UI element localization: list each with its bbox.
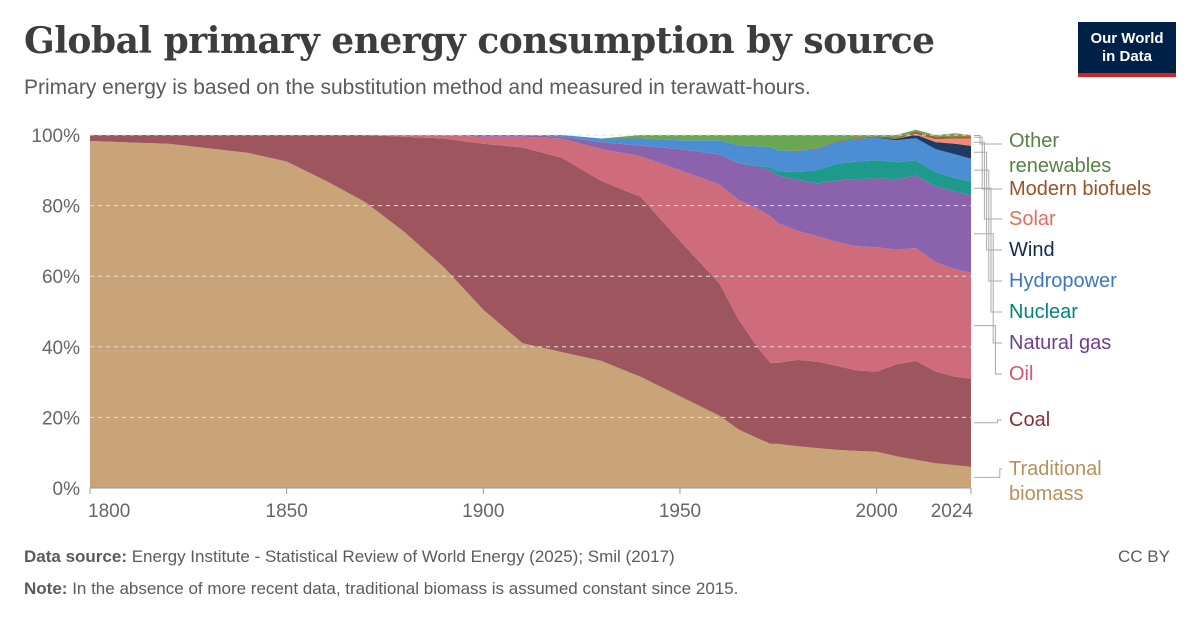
license-badge[interactable]: CC BY [1118, 547, 1170, 566]
legend-label-traditional-biomass[interactable]: Traditional biomass [1009, 458, 1102, 505]
legend-connector-modern-biofuels [974, 136, 1002, 190]
legend-group: Traditional biomass Coal Oil Natural gas Nucl… [974, 130, 1151, 505]
area-traditional-biomass[interactable] [90, 141, 971, 488]
legend-connector-coal [974, 419, 1002, 424]
y-tick-label: 100% [31, 126, 80, 147]
logo-line-2: in Data [1101, 48, 1152, 65]
logo-line-1: Our World [1090, 30, 1164, 47]
legend-label-coal[interactable]: Coal [1009, 409, 1050, 431]
area-series-group [90, 129, 971, 488]
x-tick-label: 1850 [266, 501, 308, 522]
y-tick-label: 80% [42, 197, 80, 218]
legend-label-oil[interactable]: Oil [1009, 363, 1033, 385]
legend-label-wind[interactable]: Wind [1009, 239, 1055, 261]
note-label: Note: [24, 579, 68, 598]
y-tick-label: 60% [42, 267, 80, 288]
legend-connector-oil [974, 325, 1002, 375]
data-source-text: Energy Institute - Statistical Review of… [131, 547, 675, 566]
legend-label-natural-gas[interactable]: Natural gas [1009, 332, 1111, 354]
our-world-in-data-logo[interactable]: Our World in Data [1078, 22, 1176, 77]
legend-connector-wind [974, 151, 1002, 251]
y-tick-label: 40% [42, 338, 80, 359]
x-tick-label: 2024 [931, 501, 974, 522]
legend-connector-natural-gas [974, 233, 1002, 344]
area-coal[interactable] [90, 135, 971, 467]
area-oil[interactable] [90, 135, 971, 379]
legend-label-other-renewables[interactable]: Other renewables [1009, 130, 1111, 177]
x-tick-label: 1950 [659, 501, 701, 522]
stacked-area-chart: 0% 20% 40% 60% 80% 100% 1800 1850 1900 1950 2000 20… [31, 126, 1151, 522]
data-source-label: Data source: [24, 547, 127, 566]
x-tick-label: 1900 [462, 501, 504, 522]
axis-group: 0% 20% 40% 60% 80% 100% 1800 1850 1900 1950 2000 20… [31, 126, 973, 522]
note-line: Note: In the absence of more recent data… [24, 579, 738, 599]
y-tick-label: 0% [53, 479, 81, 500]
legend-label-solar[interactable]: Solar [1009, 208, 1056, 230]
chart-title: Global primary energy consumption by sou… [24, 20, 935, 62]
legend-connector-other-renewables [974, 135, 1002, 145]
x-tick-label: 2000 [855, 501, 897, 522]
legend-label-nuclear[interactable]: Nuclear [1009, 301, 1078, 323]
legend-label-hydropower[interactable]: Hydropower [1009, 270, 1117, 292]
area-other-renewables[interactable] [90, 129, 971, 151]
y-tick-label: 20% [42, 408, 80, 429]
data-source-line: Data source: Energy Institute - Statisti… [24, 547, 675, 567]
area-natural-gas[interactable] [90, 135, 971, 273]
area-hydropower[interactable] [90, 135, 971, 182]
note-text: In the absence of more recent data, trad… [72, 579, 739, 598]
legend-connector-traditional-biomass [974, 468, 1002, 478]
legend-connector-hydropower [974, 169, 1002, 282]
legend-connector-solar [974, 141, 1002, 220]
legend-label-modern-biofuels[interactable]: Modern biofuels [1009, 178, 1151, 200]
x-tick-label: 1800 [88, 501, 130, 522]
chart-subtitle: Primary energy is based on the substitut… [24, 76, 811, 99]
